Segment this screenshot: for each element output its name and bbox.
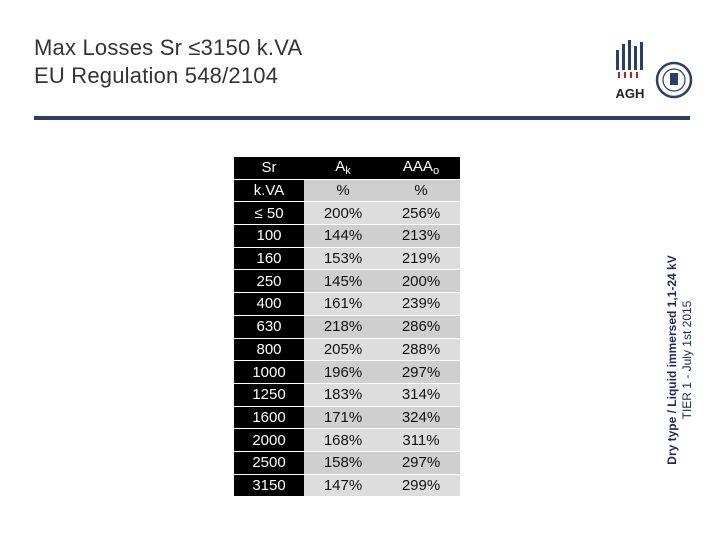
table-row: 1250 183% 314% <box>234 383 460 407</box>
cell-ak: 200% <box>304 201 382 226</box>
cell-sr: 1000 <box>234 360 304 384</box>
header-ak-main: A <box>335 158 346 176</box>
cell-sr: 2000 <box>234 428 304 452</box>
header-aaao-sub: o <box>432 165 440 178</box>
losses-table: Sr Ak AAAo k.VA % % ≤ 50 200% 256% 100 144%… <box>234 157 460 498</box>
side-note-line-2: TIER 1 - July 1st 2015 <box>680 300 694 420</box>
cell-ak: 158% <box>304 451 382 475</box>
header-ak-sub: k <box>345 165 351 178</box>
header-aaao-main: AAA <box>402 158 433 176</box>
side-note: Dry type / Liquid immersed 1,1-24 kV TIE… <box>660 230 700 490</box>
cell-ak: 168% <box>304 428 382 452</box>
cell-ak: 144% <box>304 224 382 248</box>
cell-aaao: 239% <box>382 292 460 316</box>
cell-sr: 100 <box>234 224 304 248</box>
cell-aaao: 324% <box>382 406 460 430</box>
agh-logo: AGH <box>616 40 693 101</box>
cell-ak: 218% <box>304 315 382 339</box>
table-row: 2000 168% 311% <box>234 428 460 452</box>
cell-ak: 183% <box>304 383 382 407</box>
header-ak: Ak <box>304 157 382 180</box>
table-header-row: Sr Ak AAAo <box>234 157 460 180</box>
agh-logo-text: AGH <box>616 86 645 101</box>
cell-aaao: 256% <box>382 201 460 226</box>
table-row: 100 144% 213% <box>234 224 460 248</box>
cell-sr: 630 <box>234 315 304 339</box>
slide-title: Max Losses Sr ≤3150 k.VA EU Regulation 5… <box>34 34 302 90</box>
cell-sr: 3150 <box>234 474 304 498</box>
cell-sr: 1250 <box>234 383 304 407</box>
unit-sr: k.VA <box>234 179 304 203</box>
cell-aaao: 288% <box>382 338 460 362</box>
table-row: 250 145% 200% <box>234 269 460 294</box>
cell-sr: ≤ 50 <box>234 201 304 226</box>
cell-sr: 800 <box>234 338 304 362</box>
cell-sr: 250 <box>234 269 304 294</box>
cell-sr: 2500 <box>234 451 304 475</box>
cell-aaao: 299% <box>382 474 460 498</box>
cell-sr: 1600 <box>234 406 304 430</box>
cell-aaao: 297% <box>382 360 460 384</box>
table-row: 800 205% 288% <box>234 338 460 362</box>
cell-ak: 205% <box>304 338 382 362</box>
cell-ak: 196% <box>304 360 382 384</box>
table-row: 2500 158% 297% <box>234 451 460 475</box>
cell-ak: 153% <box>304 247 382 271</box>
cell-sr: 400 <box>234 292 304 316</box>
cell-aaao: 297% <box>382 451 460 475</box>
header-aaao: AAAo <box>382 157 460 180</box>
table-row: 630 218% 286% <box>234 315 460 339</box>
unit-aaao: % <box>382 179 460 203</box>
cell-aaao: 219% <box>382 247 460 271</box>
cell-aaao: 286% <box>382 315 460 339</box>
cell-sr: 160 <box>234 247 304 271</box>
title-line-1: Max Losses Sr ≤3150 k.VA <box>34 35 303 60</box>
cell-ak: 145% <box>304 269 382 294</box>
table-row: ≤ 50 200% 256% <box>234 201 460 226</box>
table-row: 400 161% 239% <box>234 292 460 316</box>
table-row: 3150 147% 299% <box>234 474 460 498</box>
cell-ak: 171% <box>304 406 382 430</box>
title-line-2: EU Regulation 548/2104 <box>34 63 279 88</box>
cell-ak: 147% <box>304 474 382 498</box>
cell-aaao: 311% <box>382 428 460 452</box>
units-row: k.VA % % <box>234 179 460 203</box>
header-sr: Sr <box>234 157 304 180</box>
cell-aaao: 213% <box>382 224 460 248</box>
cell-aaao: 314% <box>382 383 460 407</box>
unit-ak: % <box>304 179 382 203</box>
table-row: 160 153% 219% <box>234 247 460 271</box>
table-row: 1000 196% 297% <box>234 360 460 384</box>
title-divider <box>34 116 690 120</box>
side-note-line-1: Dry type / Liquid immersed 1,1-24 kV <box>665 255 679 465</box>
table-row: 1600 171% 324% <box>234 406 460 430</box>
cell-aaao: 200% <box>382 269 460 294</box>
cell-ak: 161% <box>304 292 382 316</box>
